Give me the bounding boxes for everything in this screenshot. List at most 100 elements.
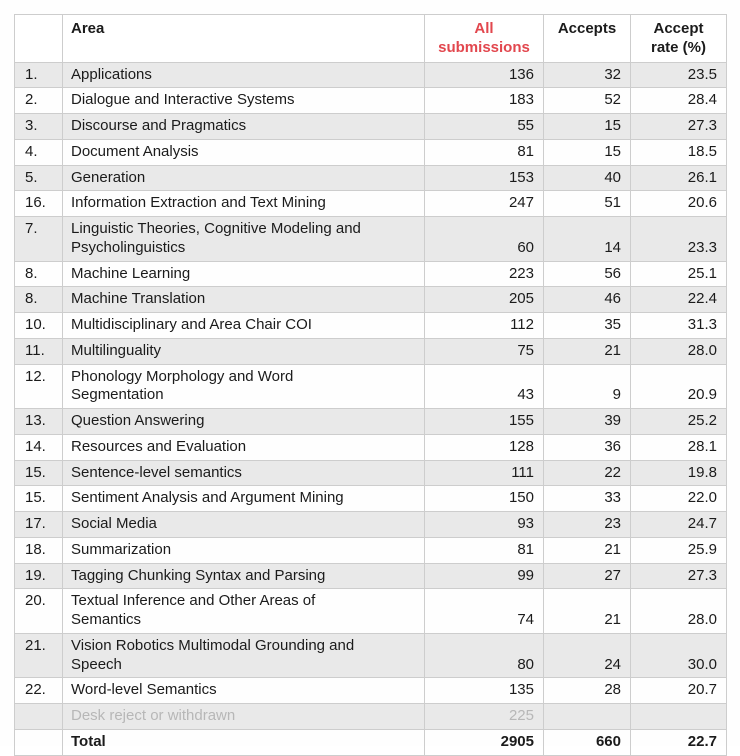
all-submissions-cell: 2905 (424, 728, 544, 756)
accepts-cell: 46 (543, 286, 631, 313)
table-row: 19. Tagging Chunking Syntax and Parsing 99… (14, 562, 727, 590)
area-cell: Machine Translation (62, 286, 425, 313)
area-cell: Sentiment Analysis and Argument Mining (62, 485, 425, 512)
table-row: 5. Generation 153 40 26.1 (14, 164, 727, 192)
accepts-cell: 24 (543, 632, 631, 679)
all-submissions-cell: 205 (424, 286, 544, 313)
table-row: 14. Resources and Evaluation 128 36 28.1 (14, 433, 727, 461)
row-number-cell: 15. (14, 485, 63, 512)
accept-rate-cell: 24.7 (630, 511, 727, 538)
accepts-cell: 23 (543, 511, 631, 538)
table-body: 1. Applications 136 32 23.5 2. Dialogue and In… (14, 61, 727, 756)
table-row: 13. Question Answering 155 39 25.2 (14, 408, 727, 435)
all-submissions-cell: 81 (424, 536, 544, 564)
accepts-cell: 27 (543, 562, 631, 590)
row-number-cell: 20. (14, 588, 63, 634)
area-cell: Phonology Morphology and Word Segmentati… (62, 363, 425, 409)
accepts-cell: 14 (543, 216, 631, 262)
header-all-submissions: All submissions (424, 14, 544, 63)
accept-rate-cell: 19.8 (630, 459, 727, 487)
all-submissions-cell: 247 (424, 190, 544, 217)
table-header: Area All submissions Accepts Accept rate… (14, 14, 727, 63)
area-cell: Sentence-level semantics (62, 459, 425, 487)
accepts-cell: 39 (543, 408, 631, 435)
area-cell: Information Extraction and Text Mining (62, 190, 425, 217)
area-cell: Vision Robotics Multimodal Grounding and… (62, 632, 425, 679)
accept-rate-cell: 23.3 (630, 216, 727, 262)
row-number-cell: 12. (14, 363, 63, 409)
row-number-cell: 18. (14, 536, 63, 564)
table-row: 22. Word-level Semantics 135 28 20.7 (14, 677, 727, 704)
row-number-cell: 11. (14, 337, 63, 365)
row-number-cell: 5. (14, 164, 63, 192)
all-submissions-cell: 112 (424, 312, 544, 339)
accepts-cell: 22 (543, 459, 631, 487)
area-cell: Discourse and Pragmatics (62, 113, 425, 140)
table-row: 2. Dialogue and Interactive Systems 183 52 2… (14, 87, 727, 114)
all-submissions-cell: 60 (424, 216, 544, 262)
accept-rate-cell: 22.4 (630, 286, 727, 313)
table-row: 10. Multidisciplinary and Area Chair COI 1… (14, 312, 727, 339)
area-cell: Tagging Chunking Syntax and Parsing (62, 562, 425, 590)
submissions-table: Area All submissions Accepts Accept rate… (14, 14, 727, 756)
accept-rate-cell: 23.5 (630, 61, 727, 89)
all-submissions-cell: 135 (424, 677, 544, 704)
all-submissions-cell: 183 (424, 87, 544, 114)
row-number-cell: 3. (14, 113, 63, 140)
header-number-cell (14, 14, 63, 63)
accepts-cell: 40 (543, 164, 631, 192)
area-cell: Generation (62, 164, 425, 192)
row-number-cell: 17. (14, 511, 63, 538)
table-row: 3. Discourse and Pragmatics 55 15 27.3 (14, 113, 727, 140)
row-number-cell: 7. (14, 216, 63, 262)
table-row: 1. Applications 136 32 23.5 (14, 61, 727, 89)
accept-rate-cell: 27.3 (630, 113, 727, 140)
accept-rate-cell: 22.0 (630, 485, 727, 512)
table-row: 18. Summarization 81 21 25.9 (14, 536, 727, 564)
table-row: 21. Vision Robotics Multimodal Grounding … (14, 632, 727, 679)
accepts-cell: 21 (543, 337, 631, 365)
accept-rate-cell: 25.1 (630, 260, 727, 288)
accept-rate-cell: 28.4 (630, 87, 727, 114)
accepts-cell: 33 (543, 485, 631, 512)
accept-rate-cell: 25.9 (630, 536, 727, 564)
row-number-cell (14, 703, 63, 730)
all-submissions-cell: 128 (424, 433, 544, 461)
table-row: 11. Multilinguality 75 21 28.0 (14, 337, 727, 365)
all-submissions-cell: 74 (424, 588, 544, 634)
accept-rate-cell: 26.1 (630, 164, 727, 192)
all-submissions-cell: 80 (424, 632, 544, 679)
area-cell: Word-level Semantics (62, 677, 425, 704)
accept-rate-cell: 27.3 (630, 562, 727, 590)
accept-rate-cell: 28.1 (630, 433, 727, 461)
all-submissions-cell: 93 (424, 511, 544, 538)
area-cell: Machine Learning (62, 260, 425, 288)
accepts-cell: 36 (543, 433, 631, 461)
table-row: 8. Machine Learning 223 56 25.1 (14, 260, 727, 288)
area-cell: Multidisciplinary and Area Chair COI (62, 312, 425, 339)
area-cell: Multilinguality (62, 337, 425, 365)
area-cell: Summarization (62, 536, 425, 564)
row-number-cell: 22. (14, 677, 63, 704)
all-submissions-cell: 225 (424, 703, 544, 730)
area-cell: Social Media (62, 511, 425, 538)
table-row: 4. Document Analysis 81 15 18.5 (14, 138, 727, 166)
area-cell: Total (62, 728, 425, 756)
all-submissions-cell: 43 (424, 363, 544, 409)
all-submissions-cell: 99 (424, 562, 544, 590)
row-number-cell: 19. (14, 562, 63, 590)
accept-rate-cell: 25.2 (630, 408, 727, 435)
accepts-cell: 15 (543, 138, 631, 166)
area-cell: Dialogue and Interactive Systems (62, 87, 425, 114)
area-cell: Desk reject or withdrawn (62, 703, 425, 730)
area-cell: Question Answering (62, 408, 425, 435)
area-cell: Applications (62, 61, 425, 89)
all-submissions-cell: 136 (424, 61, 544, 89)
all-submissions-cell: 111 (424, 459, 544, 487)
accept-rate-cell (630, 703, 727, 730)
header-row: Area All submissions Accepts Accept rate… (14, 14, 727, 63)
all-submissions-cell: 155 (424, 408, 544, 435)
row-number-cell: 21. (14, 632, 63, 679)
row-number-cell: 1. (14, 61, 63, 89)
accept-rate-cell: 28.0 (630, 588, 727, 634)
